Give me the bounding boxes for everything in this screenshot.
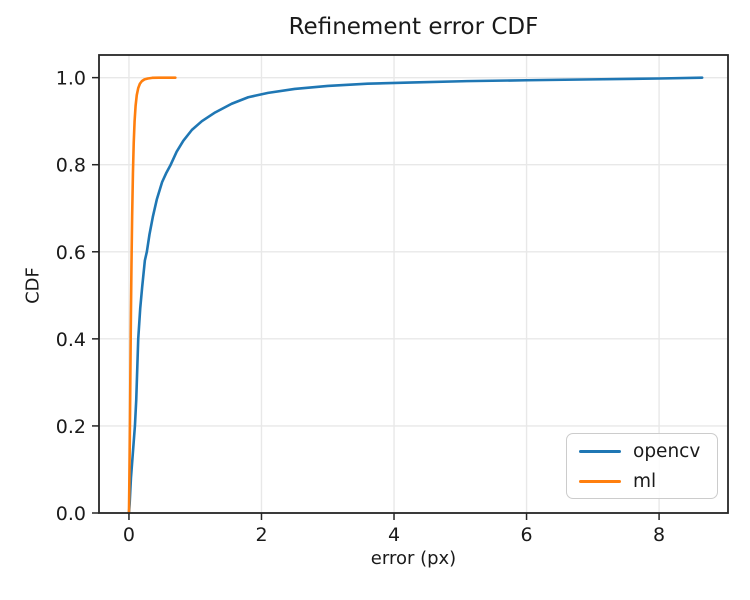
y-tick-label: 0.8	[56, 155, 86, 177]
legend: opencv ml	[566, 433, 718, 499]
x-tick-label: 2	[255, 524, 267, 546]
curve-opencv	[127, 76, 704, 515]
legend-line-sample-opencv	[579, 449, 621, 453]
x-axis-label: error (px)	[370, 548, 457, 569]
y-tick-label: 0.0	[56, 503, 86, 525]
x-tick-label: 8	[653, 524, 665, 546]
x-tick-label: 6	[521, 524, 533, 546]
legend-item-ml: ml	[579, 471, 717, 492]
legend-label-ml: ml	[633, 470, 657, 492]
chart-title: Refinement error CDF	[288, 14, 539, 40]
axes-frame	[98, 54, 729, 514]
y-tick-label: 0.4	[56, 329, 86, 351]
x-tick-label: 0	[123, 524, 135, 546]
legend-line-sample-ml	[579, 479, 621, 483]
legend-item-opencv: opencv	[579, 441, 717, 462]
legend-label-opencv: opencv	[633, 440, 701, 462]
y-tick-label: 1.0	[56, 68, 86, 90]
x-tick-label: 4	[388, 524, 400, 546]
curve-ml	[127, 76, 177, 515]
y-tick-label: 0.6	[56, 242, 86, 264]
y-tick-label: 0.2	[56, 416, 86, 438]
